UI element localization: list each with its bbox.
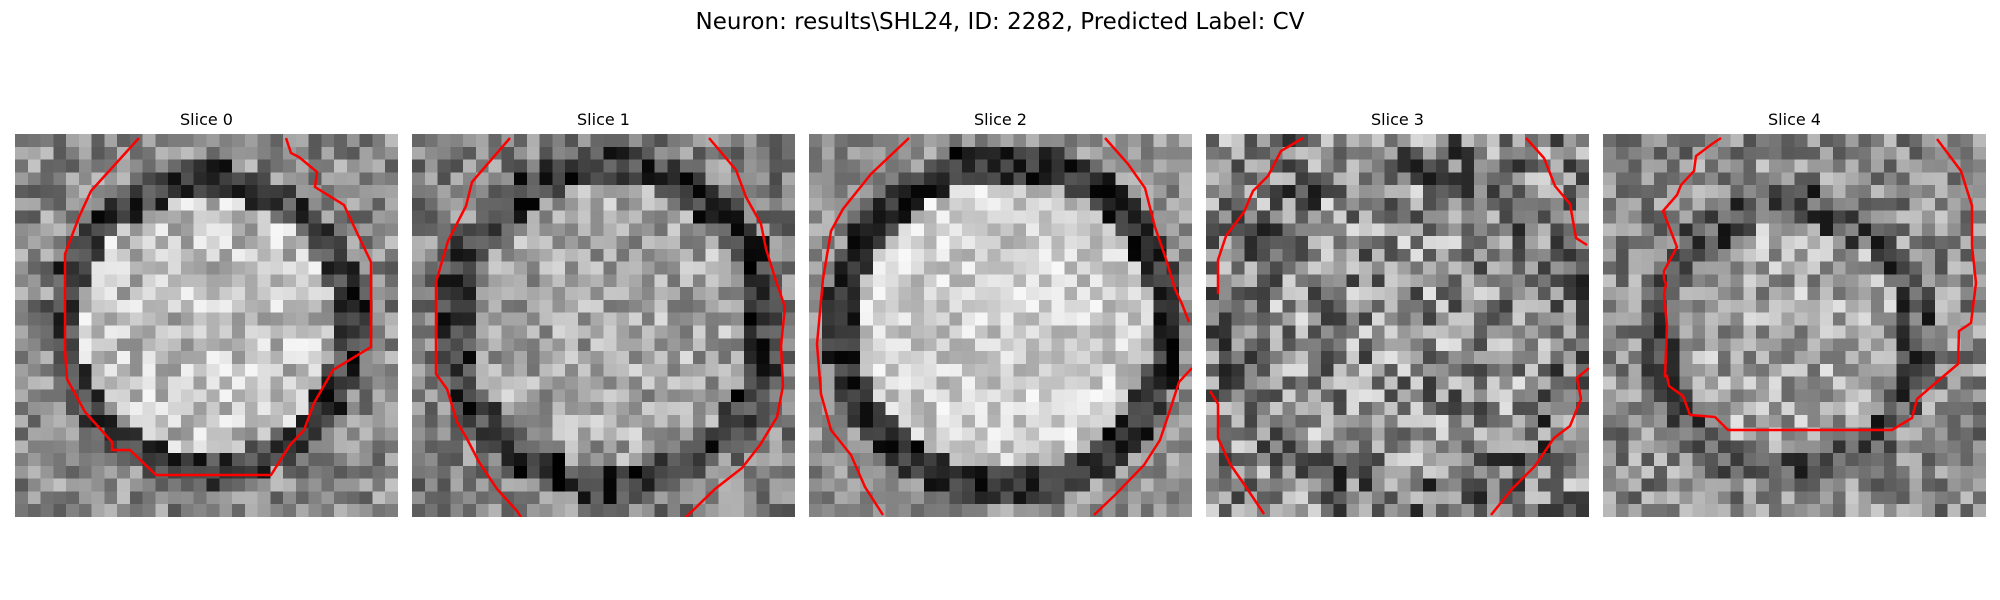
slice-image [15, 134, 398, 517]
slice-title: Slice 3 [1371, 110, 1424, 129]
figure-title: Neuron: results\SHL24, ID: 2282, Predict… [695, 9, 1305, 35]
neuron-contour [1661, 136, 1978, 432]
slice-pixels [1206, 134, 1589, 517]
slice-title: Slice 1 [577, 110, 630, 129]
slice-panel-4: Slice 4 [1603, 108, 1986, 517]
slice-title: Slice 2 [974, 110, 1027, 129]
slice-panel-3: Slice 3 [1206, 108, 1589, 517]
slice-title: Slice 4 [1768, 110, 1821, 129]
neuron-contour [1208, 136, 1589, 516]
slice-image [412, 134, 795, 517]
slice-image [809, 134, 1192, 517]
slice-panel-2: Slice 2 [809, 108, 1192, 517]
neuron-contour [815, 137, 1192, 516]
slice-panel-1: Slice 1 [412, 108, 795, 517]
slice-pixels [809, 134, 1192, 517]
slice-pixels [412, 134, 795, 517]
neuron-contour [63, 137, 373, 477]
slice-panel-0: Slice 0 [15, 108, 398, 517]
slice-image [1603, 134, 1986, 517]
neuron-contour [434, 137, 787, 517]
slice-image [1206, 134, 1589, 517]
slice-title: Slice 0 [180, 110, 233, 129]
